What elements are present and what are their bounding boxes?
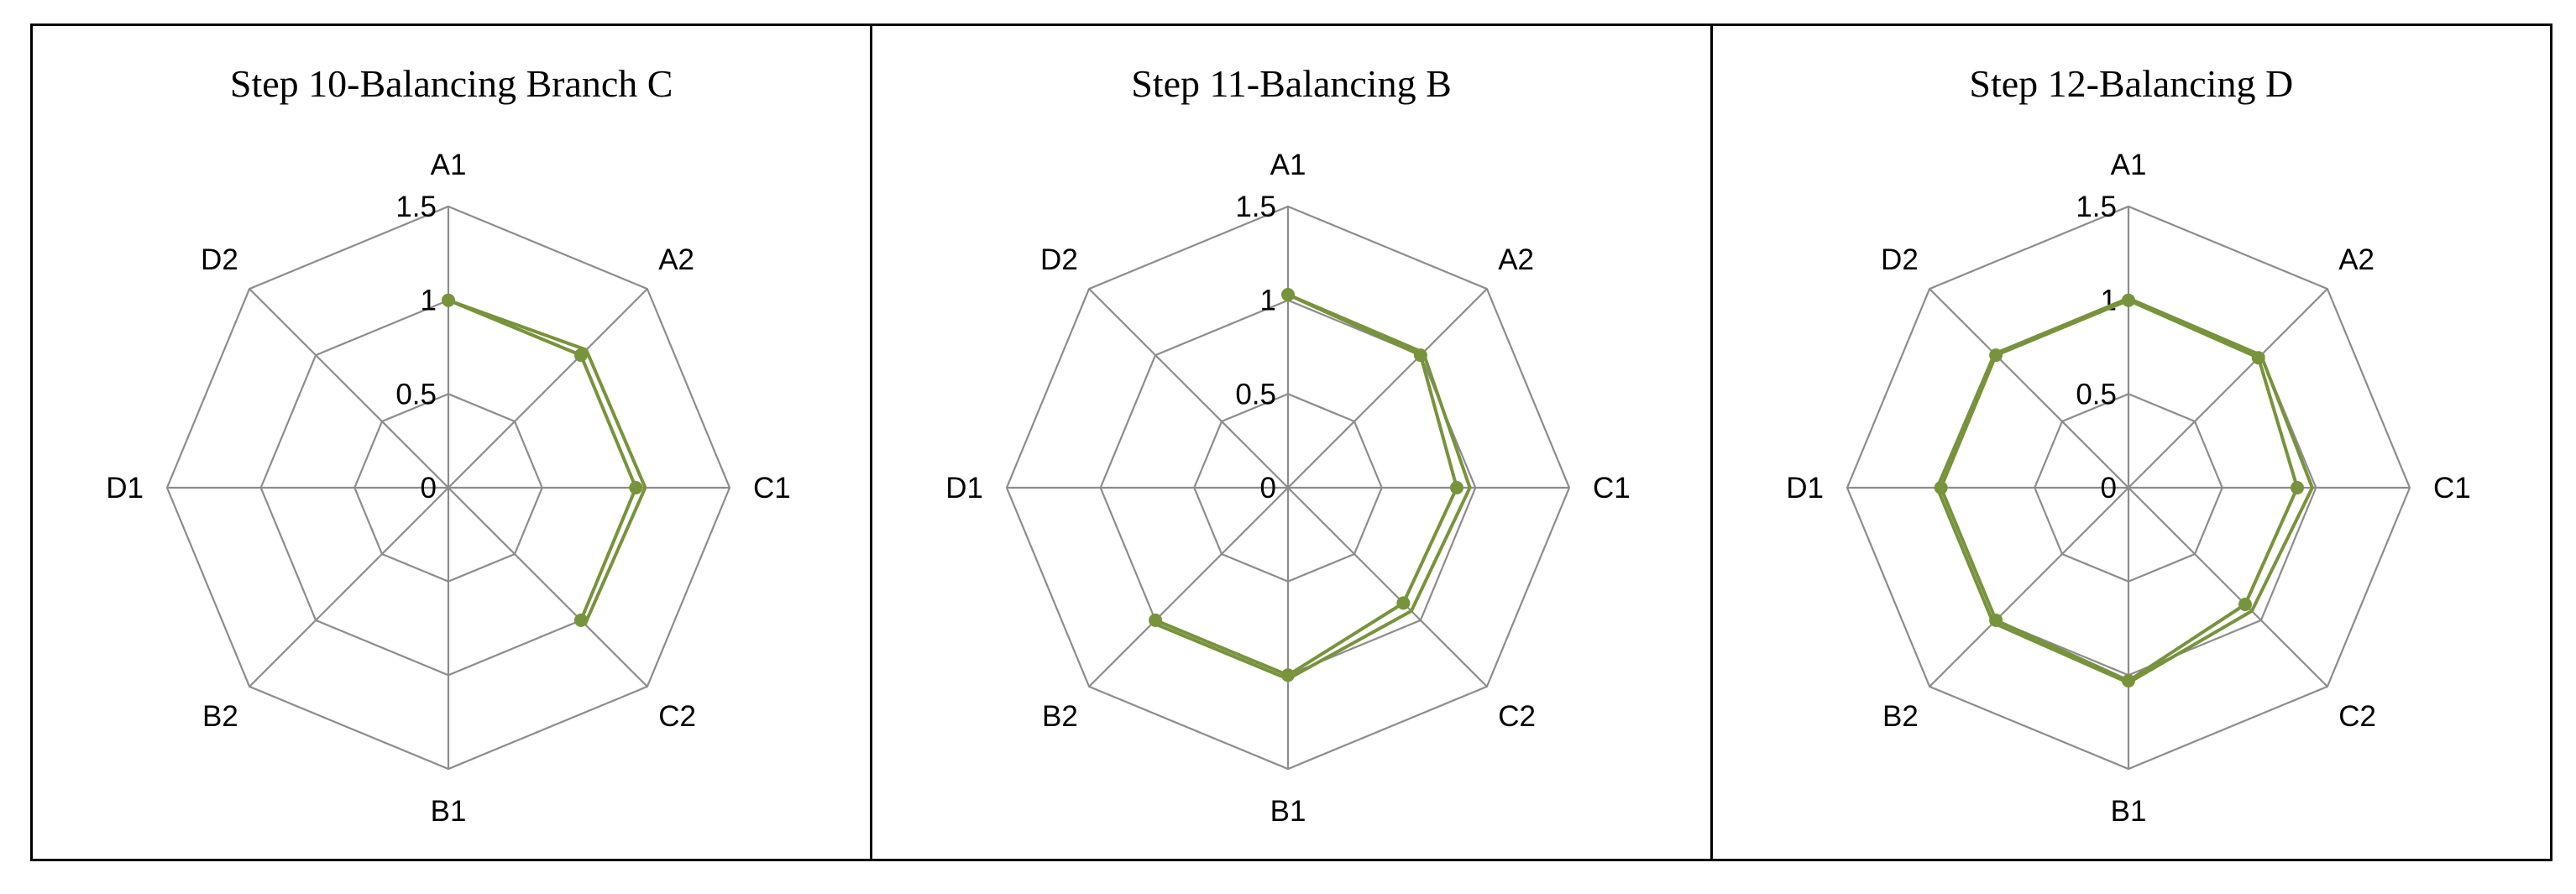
grid-spoke — [1287, 288, 1489, 489]
data-point — [573, 348, 588, 363]
category-label: C2 — [658, 700, 696, 733]
category-label: C1 — [2433, 472, 2471, 505]
series-line — [1152, 293, 1472, 681]
category-label: B2 — [1042, 700, 1078, 733]
data-point — [2238, 598, 2252, 611]
radial-tick-label: 0 — [1260, 472, 1276, 505]
chart-title: Step 10-Balancing Branch C — [229, 62, 673, 105]
radar-panel-step-10: Step 10-Balancing Branch C 0 0.5 1 1.5 A1 A2 C… — [33, 26, 870, 859]
radar-panel-step-11: Step 11-Balancing B 0 0.5 1 1.5 A1 A2 C1 C2 B1 B2… — [870, 26, 1709, 859]
grid-spoke — [1928, 288, 2129, 489]
chart-title: Step 11-Balancing B — [1131, 62, 1452, 105]
chart-figure: Step 10-Balancing Branch C 0 0.5 1 1.5 A1 A2 C… — [30, 24, 2552, 861]
grid-spoke — [1928, 487, 2129, 687]
category-label: A1 — [431, 149, 467, 181]
category-label: D1 — [106, 472, 144, 505]
category-label: C2 — [2338, 700, 2376, 733]
radial-tick-label: 1.5 — [2076, 191, 2117, 223]
category-label: A2 — [658, 243, 694, 276]
grid-spoke — [2127, 487, 2328, 687]
category-label: A2 — [2338, 243, 2374, 276]
category-label: B1 — [1270, 795, 1306, 828]
radial-tick-label: 0.5 — [2076, 378, 2117, 410]
radial-tick-label: 1.5 — [395, 191, 437, 223]
data-point — [1450, 481, 1464, 494]
radial-tick-label: 0 — [2100, 472, 2116, 505]
data-point — [1149, 613, 1163, 627]
data-point — [629, 481, 643, 494]
radial-tick-label: 0.5 — [395, 378, 437, 410]
data-point — [1396, 596, 1411, 610]
category-label: D2 — [1881, 243, 1919, 276]
radial-tick-label: 1 — [1260, 285, 1276, 317]
grid-spoke — [448, 288, 648, 489]
category-label: A2 — [1499, 243, 1535, 276]
category-label: D2 — [1040, 243, 1078, 276]
radar-chart: 0 0.5 1 1.5 A1 A2 C1 C2 B1 B2 D1 D2 — [106, 149, 791, 828]
category-label: D1 — [1786, 472, 1824, 505]
category-label: B2 — [202, 700, 238, 733]
chart-title: Step 12-Balancing D — [1969, 62, 2294, 105]
data-point — [2121, 293, 2135, 307]
grid-spoke — [1088, 487, 1290, 687]
category-label: C2 — [1499, 700, 1537, 733]
grid-spoke — [249, 288, 449, 489]
series-2 — [448, 298, 647, 625]
radial-tick-label: 1.5 — [1236, 191, 1277, 223]
data-point — [2290, 481, 2304, 494]
series-2 — [1935, 296, 2314, 685]
grid-spoke — [249, 487, 449, 687]
radar-chart: 0 0.5 1 1.5 A1 A2 C1 C2 B1 B2 D1 D2 — [946, 149, 1631, 828]
category-label: B2 — [1882, 700, 1919, 733]
grid-spoke — [1088, 288, 1290, 489]
category-label: D1 — [946, 472, 984, 505]
series-1 — [1934, 293, 2304, 687]
radar-panel-step-12: Step 12-Balancing D 0 0.5 1 1.5 A1 A2 C1 C2 B1 B2… — [1709, 26, 2550, 859]
series-line — [448, 298, 647, 625]
category-label: D2 — [201, 243, 238, 276]
series-line — [448, 298, 638, 621]
radial-tick-label: 0.5 — [1236, 378, 1277, 410]
series-2 — [1152, 293, 1472, 681]
series-line — [1935, 296, 2314, 685]
category-label: A1 — [2110, 149, 2146, 181]
category-label: C1 — [1593, 472, 1631, 505]
series-line — [1154, 293, 1459, 677]
radial-tick-label: 1 — [421, 285, 437, 317]
grid-spoke — [1287, 487, 1489, 687]
grid-spoke — [448, 487, 648, 687]
category-label: B1 — [431, 795, 467, 828]
grid-spoke — [2127, 288, 2328, 489]
series-1 — [442, 293, 643, 627]
category-label: C1 — [753, 472, 791, 505]
category-label: B1 — [2110, 795, 2146, 828]
radial-tick-label: 0 — [421, 472, 437, 505]
category-label: A1 — [1270, 149, 1306, 181]
